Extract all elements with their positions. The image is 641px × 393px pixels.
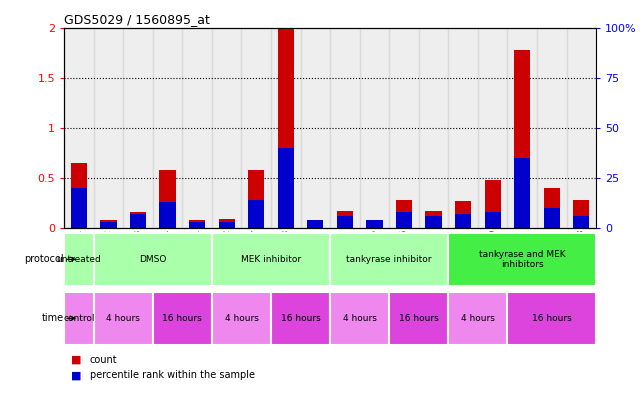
- Bar: [330, 28, 360, 228]
- Bar: [100, 220, 117, 228]
- Bar: [94, 292, 153, 345]
- Bar: [426, 211, 442, 228]
- Bar: [330, 233, 448, 286]
- Bar: [130, 212, 146, 228]
- Bar: [455, 214, 471, 228]
- Text: 4 hours: 4 hours: [461, 314, 495, 323]
- Bar: [544, 188, 560, 228]
- Bar: [248, 200, 264, 228]
- Bar: [278, 148, 294, 228]
- Text: ■: ■: [71, 354, 81, 365]
- Text: 16 hours: 16 hours: [532, 314, 572, 323]
- Bar: [271, 292, 330, 345]
- Bar: [160, 170, 176, 228]
- Bar: [478, 28, 508, 228]
- Bar: [307, 220, 324, 228]
- Bar: [448, 292, 508, 345]
- Bar: [123, 28, 153, 228]
- Bar: [360, 28, 389, 228]
- Bar: [307, 220, 324, 228]
- Bar: [448, 233, 596, 286]
- Bar: [485, 212, 501, 228]
- Bar: [100, 222, 117, 228]
- Bar: [212, 233, 330, 286]
- Bar: [64, 292, 94, 345]
- Bar: [337, 216, 353, 228]
- Bar: [337, 211, 353, 228]
- Bar: [514, 158, 530, 228]
- Bar: [219, 219, 235, 228]
- Bar: [573, 200, 590, 228]
- Text: DMSO: DMSO: [139, 255, 167, 264]
- Bar: [426, 216, 442, 228]
- Bar: [153, 28, 182, 228]
- Text: 4 hours: 4 hours: [106, 314, 140, 323]
- Bar: [366, 220, 383, 228]
- Bar: [248, 170, 264, 228]
- Bar: [396, 212, 412, 228]
- Text: percentile rank within the sample: percentile rank within the sample: [90, 370, 254, 380]
- Bar: [189, 220, 205, 228]
- Bar: [71, 188, 87, 228]
- Bar: [242, 28, 271, 228]
- Bar: [189, 222, 205, 228]
- Bar: [182, 28, 212, 228]
- Text: 16 hours: 16 hours: [281, 314, 320, 323]
- Bar: [419, 28, 448, 228]
- Bar: [389, 28, 419, 228]
- Bar: [160, 202, 176, 228]
- Text: tankyrase inhibitor: tankyrase inhibitor: [347, 255, 432, 264]
- Bar: [212, 28, 242, 228]
- Bar: [64, 28, 94, 228]
- Bar: [301, 28, 330, 228]
- Bar: [389, 292, 448, 345]
- Bar: [94, 28, 123, 228]
- Bar: [71, 163, 87, 228]
- Bar: [219, 222, 235, 228]
- Text: tankyrase and MEK
inhibitors: tankyrase and MEK inhibitors: [479, 250, 565, 269]
- Bar: [544, 208, 560, 228]
- Bar: [455, 201, 471, 228]
- Bar: [537, 28, 567, 228]
- Bar: [508, 28, 537, 228]
- Text: control: control: [63, 314, 95, 323]
- Text: count: count: [90, 354, 117, 365]
- Text: time: time: [42, 313, 64, 323]
- Bar: [271, 28, 301, 228]
- Text: 16 hours: 16 hours: [162, 314, 202, 323]
- Bar: [567, 28, 596, 228]
- Bar: [573, 216, 590, 228]
- Text: protocol: protocol: [24, 254, 64, 264]
- Bar: [64, 233, 94, 286]
- Bar: [508, 292, 596, 345]
- Text: 16 hours: 16 hours: [399, 314, 438, 323]
- Bar: [153, 292, 212, 345]
- Text: 4 hours: 4 hours: [224, 314, 258, 323]
- Bar: [366, 220, 383, 228]
- Bar: [514, 50, 530, 228]
- Bar: [212, 292, 271, 345]
- Text: ■: ■: [71, 370, 81, 380]
- Bar: [330, 292, 389, 345]
- Bar: [278, 28, 294, 228]
- Bar: [396, 200, 412, 228]
- Bar: [485, 180, 501, 228]
- Bar: [94, 233, 212, 286]
- Bar: [130, 214, 146, 228]
- Text: 4 hours: 4 hours: [343, 314, 377, 323]
- Text: MEK inhibitor: MEK inhibitor: [241, 255, 301, 264]
- Text: untreated: untreated: [56, 255, 101, 264]
- Bar: [448, 28, 478, 228]
- Text: GDS5029 / 1560895_at: GDS5029 / 1560895_at: [64, 13, 210, 26]
